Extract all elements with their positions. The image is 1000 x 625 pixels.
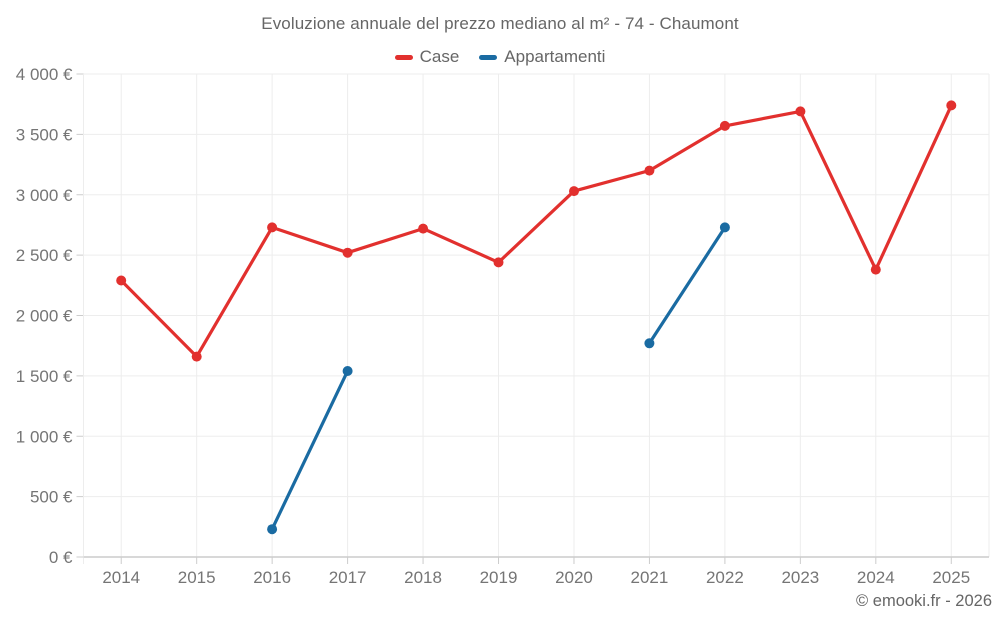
y-axis-label: 2 000 €	[16, 307, 73, 326]
y-axis-label: 4 000 €	[16, 65, 73, 84]
data-point-case-2018[interactable]	[418, 223, 429, 234]
x-axis-label: 2019	[480, 568, 518, 587]
data-point-case-2015[interactable]	[191, 351, 202, 362]
series-line-case	[119, 103, 953, 359]
y-axis-label: 1 000 €	[16, 427, 73, 446]
legend-swatch-appartamenti-icon	[479, 54, 498, 60]
data-point-case-2024[interactable]	[870, 264, 881, 275]
data-point-case-2019[interactable]	[493, 257, 504, 268]
x-axis-label: 2014	[102, 568, 140, 587]
legend-label-case: Case	[419, 47, 460, 66]
x-axis-label: 2015	[178, 568, 216, 587]
data-point-case-2025[interactable]	[946, 100, 957, 111]
legend-item-case[interactable]: Case	[394, 47, 460, 67]
legend-swatch-case-icon	[394, 54, 413, 60]
y-axis-label: 1 500 €	[16, 367, 73, 386]
data-point-case-2014[interactable]	[116, 275, 127, 286]
x-axis-label: 2023	[781, 568, 819, 587]
chart-title: Evoluzione annuale del prezzo mediano al…	[261, 14, 739, 33]
data-point-case-2020[interactable]	[569, 186, 579, 197]
legend-item-appartamenti[interactable]: Appartamenti	[479, 47, 605, 67]
x-axis-label: 2021	[631, 568, 669, 587]
data-point-appartamenti-2016[interactable]	[267, 524, 278, 535]
x-axis-label: 2017	[329, 568, 367, 587]
x-axis-label: 2020	[555, 568, 593, 587]
chart-legend: Case Appartamenti	[0, 46, 1000, 68]
y-axis-label: 3 500 €	[16, 125, 73, 144]
y-axis-label: 3 000 €	[16, 186, 73, 205]
x-axis-label: 2025	[932, 568, 970, 587]
copyright-text: © emooki.fr - 2026	[856, 592, 992, 610]
data-point-appartamenti-2022[interactable]	[719, 222, 730, 233]
x-axis-label: 2018	[404, 568, 442, 587]
data-point-appartamenti-2021[interactable]	[644, 338, 655, 349]
y-axis-label: 500 €	[30, 488, 73, 507]
legend-label-appartamenti: Appartamenti	[504, 47, 606, 66]
x-axis-label: 2022	[706, 568, 744, 587]
x-axis-label: 2024	[857, 568, 895, 587]
data-point-case-2023[interactable]	[795, 106, 806, 117]
series-line-appartamenti	[270, 225, 727, 531]
y-axis-label: 0 €	[49, 548, 73, 567]
data-point-case-2022[interactable]	[719, 120, 730, 131]
data-point-case-2016[interactable]	[267, 222, 278, 233]
data-point-case-2017[interactable]	[342, 247, 353, 258]
x-axis-label: 2016	[253, 568, 291, 587]
data-point-case-2021[interactable]	[644, 165, 655, 176]
y-axis-label: 2 500 €	[16, 246, 73, 265]
data-point-appartamenti-2017[interactable]	[342, 366, 353, 376]
